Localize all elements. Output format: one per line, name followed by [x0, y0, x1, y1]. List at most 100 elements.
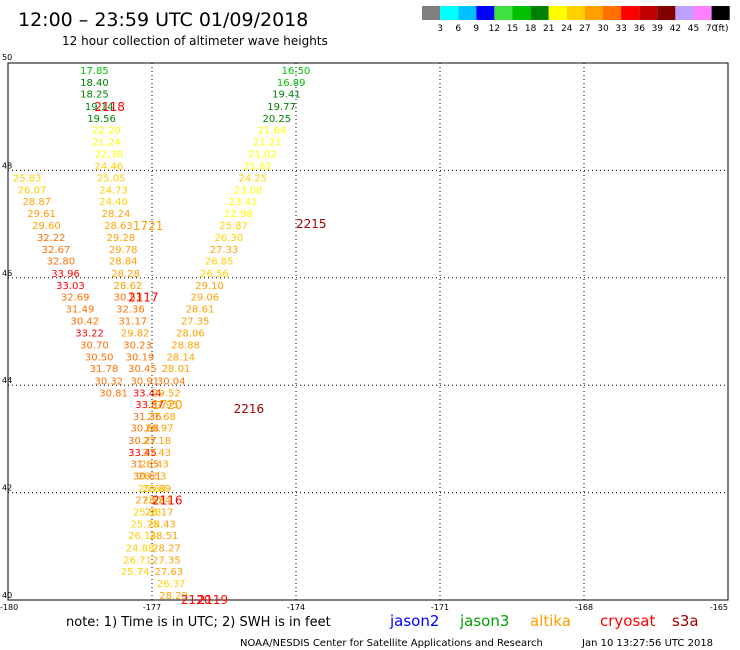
swh-value-label: 19.56: [87, 114, 116, 125]
color-scale-label: 6: [455, 24, 461, 34]
swh-value-label: 21.64: [258, 126, 287, 137]
swh-value-label: 27.43: [142, 448, 171, 459]
color-scale-unit: (ft): [715, 24, 729, 34]
swh-value-label: 26.30: [214, 233, 243, 244]
swh-value-label: 28.53: [138, 471, 167, 482]
color-scale-label: 27: [579, 24, 590, 34]
swh-value-label: 30.68: [130, 424, 159, 435]
x-tick-label: -177: [143, 603, 161, 612]
swh-value-label: 28.89: [142, 484, 171, 495]
swh-value-label: 30.04: [157, 376, 186, 387]
swh-value-label: 27.35: [152, 555, 181, 566]
pass-time-label: 2216: [234, 402, 265, 416]
swh-value-label: 30.50: [85, 352, 114, 363]
swh-value-label: 30.42: [70, 316, 99, 327]
color-scale-label: 70: [706, 24, 718, 34]
swh-value-label: 28.01: [162, 364, 191, 375]
swh-value-label: 28.14: [166, 352, 195, 363]
swh-value-label: 30.81: [99, 388, 128, 399]
swh-value-label: 24.46: [94, 162, 123, 173]
swh-value-label: 30.45: [128, 364, 157, 375]
swh-value-label: 32.67: [42, 245, 71, 256]
swh-value-label: 27.18: [142, 436, 171, 447]
footer-note: note: 1) Time is in UTC; 2) SWH is in fe…: [66, 615, 331, 630]
swh-value-label: 28.87: [22, 197, 51, 208]
swh-value-label: 28.84: [142, 496, 171, 507]
color-scale-swatch: [566, 6, 585, 20]
swh-value-label: 28.62: [114, 281, 143, 292]
footer-credit: NOAA/NESDIS Center for Satellite Applica…: [240, 638, 543, 649]
swh-value-label: 21.24: [92, 137, 121, 148]
satellite-legend-altika: altika: [530, 612, 571, 630]
color-scale-label: 33: [615, 24, 626, 34]
color-scale-swatch: [476, 6, 495, 20]
swh-value-label: 17.85: [80, 66, 109, 77]
swh-value-label: 26.56: [200, 269, 229, 280]
swh-value-label: 16.50: [282, 66, 311, 77]
color-scale-swatch: [657, 6, 676, 20]
swh-value-label: 21.62: [243, 162, 272, 173]
color-scale-label: 45: [688, 24, 699, 34]
swh-value-label: 27.57: [135, 496, 164, 507]
x-tick-label: -168: [575, 603, 593, 612]
color-scale-label: 12: [489, 24, 500, 34]
satellite-legend-s3a: s3a: [672, 612, 699, 630]
color-scale-swatch: [693, 6, 712, 20]
swh-value-label: 31.36: [133, 412, 162, 423]
swh-value-label: 29.52: [152, 388, 181, 399]
swh-value-label: 33.87: [135, 400, 164, 411]
swh-value-label: 25.74: [121, 567, 150, 578]
swh-value-label: 33.44: [133, 388, 162, 399]
swh-value-label: 31.85: [130, 460, 159, 471]
color-scale-swatch: [639, 6, 658, 20]
color-scale-swatch: [512, 6, 531, 20]
color-scale-swatch: [494, 6, 513, 20]
swh-value-label: 23.08: [234, 185, 263, 196]
swh-value-label: 30.70: [80, 340, 109, 351]
color-scale-label: 9: [473, 24, 479, 34]
swh-value-label: 31.17: [118, 316, 147, 327]
swh-value-label: 27.68: [147, 412, 176, 423]
satellite-legend: jason2 jason3 altika cryosat s3a: [389, 612, 699, 630]
swh-value-label: 27.63: [154, 567, 183, 578]
swh-value-label: 28.63: [104, 221, 133, 232]
pass-time-label: 2116: [152, 494, 183, 508]
swh-value-label: 28.29: [159, 591, 188, 602]
color-scale-swatch: [440, 6, 459, 20]
pass-time-label: 2117: [128, 291, 159, 305]
swh-value-label: 25.64: [138, 484, 167, 495]
swh-value-label: 24.40: [99, 197, 128, 208]
swh-value-label: 28.61: [186, 304, 215, 315]
color-scale-swatch: [603, 6, 622, 20]
y-tick-label: 46: [2, 269, 12, 278]
swh-value-label: 26.85: [205, 257, 234, 268]
swh-value-label: 19.41: [272, 90, 301, 101]
y-tick-label: 42: [2, 484, 12, 493]
swh-value-label: 26.07: [18, 185, 47, 196]
swh-value-label: 28.51: [150, 531, 179, 542]
color-scale-swatch: [548, 6, 567, 20]
color-scale-label: 30: [597, 24, 609, 34]
color-scale-label: 15: [507, 24, 518, 34]
swh-value-label: 24.73: [99, 185, 128, 196]
swh-value-label: 30.27: [128, 436, 157, 447]
y-tick-label: 44: [2, 376, 12, 385]
swh-value-label: 28.28: [111, 269, 140, 280]
swh-value-label: 22.30: [94, 149, 123, 160]
pass-time-label: 2120: [181, 593, 212, 607]
swh-value-label: 30.32: [94, 376, 123, 387]
swh-value-label: 16.89: [277, 78, 306, 89]
swh-value-label: 29.61: [27, 209, 56, 220]
swh-value-label: 33.22: [75, 329, 104, 340]
swh-value-label: 32.36: [116, 304, 145, 315]
swh-value-label: 30.53: [114, 293, 143, 304]
swh-value-label: 28.27: [152, 543, 181, 554]
swh-value-label: 21.21: [253, 137, 282, 148]
color-scale-label: 39: [652, 24, 664, 34]
swh-value-label: 26.14: [128, 531, 157, 542]
chart-title: 12:00 – 23:59 UTC 01/09/2018: [18, 9, 308, 31]
color-scale-swatch: [675, 6, 694, 20]
satellite-legend-cryosat: cryosat: [600, 612, 655, 630]
plot-frame: [7, 62, 729, 601]
pass-time-label: 1721: [133, 219, 164, 233]
